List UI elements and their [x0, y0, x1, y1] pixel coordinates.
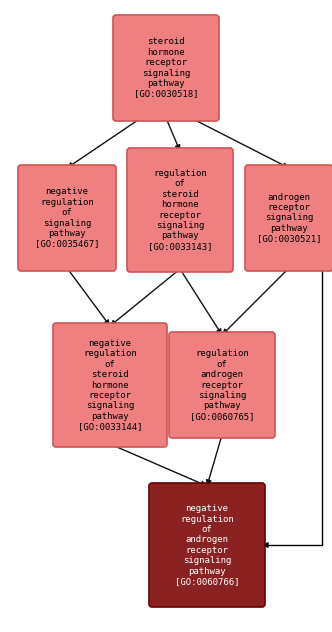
FancyBboxPatch shape	[53, 323, 167, 447]
Text: negative
regulation
of
steroid
hormone
receptor
signaling
pathway
[GO:0033144]: negative regulation of steroid hormone r…	[78, 339, 142, 431]
Text: androgen
receptor
signaling
pathway
[GO:0030521]: androgen receptor signaling pathway [GO:…	[257, 193, 321, 243]
FancyBboxPatch shape	[149, 483, 265, 607]
Text: negative
regulation
of
signaling
pathway
[GO:0035467]: negative regulation of signaling pathway…	[35, 188, 99, 248]
Text: regulation
of
steroid
hormone
receptor
signaling
pathway
[GO:0033143]: regulation of steroid hormone receptor s…	[148, 169, 212, 251]
FancyBboxPatch shape	[127, 148, 233, 272]
FancyBboxPatch shape	[113, 15, 219, 121]
FancyBboxPatch shape	[245, 165, 332, 271]
Text: steroid
hormone
receptor
signaling
pathway
[GO:0030518]: steroid hormone receptor signaling pathw…	[134, 37, 198, 99]
FancyBboxPatch shape	[18, 165, 116, 271]
Text: negative
regulation
of
androgen
receptor
signaling
pathway
[GO:0060766]: negative regulation of androgen receptor…	[175, 504, 239, 586]
Text: regulation
of
androgen
receptor
signaling
pathway
[GO:0060765]: regulation of androgen receptor signalin…	[190, 349, 254, 421]
FancyBboxPatch shape	[169, 332, 275, 438]
